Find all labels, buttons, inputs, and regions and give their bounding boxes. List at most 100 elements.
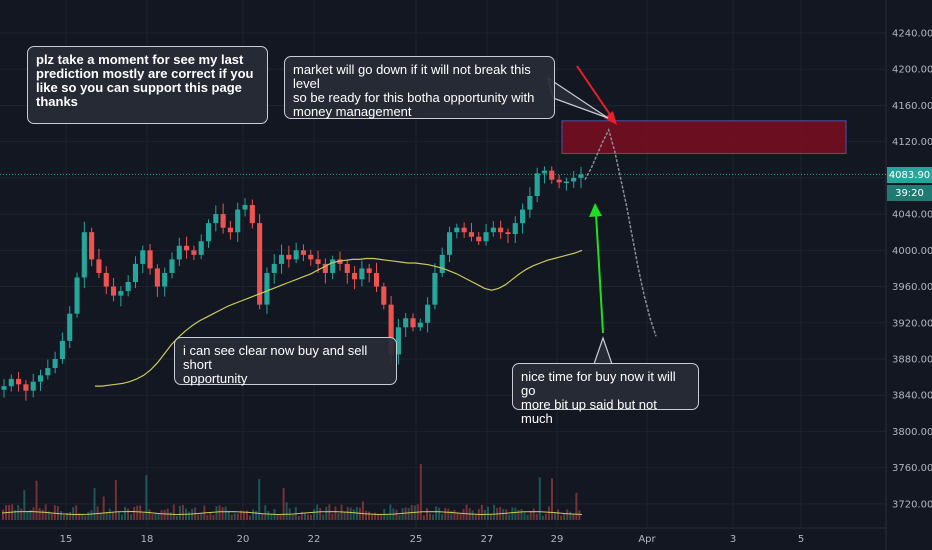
candle-body [205,223,212,242]
candle-body [30,381,36,391]
x-tick-label: 18 [141,534,154,545]
candle-body [23,384,29,391]
volume-bar [249,515,252,520]
annotation-buy-now-note[interactable]: nice time for buy now it will go more bi… [512,363,699,426]
x-tick-label: 22 [308,534,321,545]
volume-bar [154,513,157,520]
candle-body [293,250,299,260]
candle-body [563,181,569,184]
volume-bar [502,509,505,520]
volume-bar [453,509,456,520]
x-tick-label: 27 [481,534,494,545]
y-tick-label: 3800.00 [892,427,932,438]
candle-body [191,250,197,255]
volume-bar [209,512,212,520]
volume-bar [514,507,517,520]
volume-bar [233,513,236,520]
volume-bar [569,511,572,520]
projection-path [584,127,657,337]
volume-bar [215,506,218,520]
volume-bar [575,492,578,520]
volume-bar [322,514,325,520]
volume-bar [50,513,53,520]
candle-body [286,254,292,260]
volume-bar [130,514,133,520]
volume-bar [389,504,392,520]
candle-body [395,327,401,355]
volume-bar [169,512,172,520]
volume-bar [151,514,154,520]
candle-body [1,386,7,390]
volume-bar [352,509,355,520]
volume-bar [422,515,425,520]
volume-bar [429,513,431,520]
volume-bar [105,512,108,520]
volume-bar [285,502,288,520]
volume-bar [447,508,450,520]
volume-bar [541,515,544,520]
volume-bar [221,507,224,520]
candle-body [242,205,248,210]
candle-body [468,232,474,237]
volume-bar [508,514,511,520]
volume-bar [554,512,557,520]
volume-bar [471,510,474,520]
volume-bar [319,508,322,520]
candle-body [271,263,277,273]
x-tick-label: 20 [237,534,250,545]
annotation-support-note[interactable]: plz take a moment for see my last predic… [27,46,268,124]
candle-body [118,291,124,296]
candle-body [140,250,146,264]
volume-bar [35,480,38,520]
volume-bar [566,509,569,520]
volume-bar [145,475,148,520]
volume-bar [371,514,374,520]
candle-body [578,174,584,178]
volume-bar [148,509,151,520]
volume-bar [517,509,520,520]
volume-bar [90,510,93,520]
candle-body [147,250,153,269]
volume-bar [303,513,306,520]
candle-body [257,223,263,305]
volume-bar [337,513,340,520]
volume-bar [267,511,270,520]
candle-body [154,268,160,287]
candle-body [432,272,438,305]
candle-body [59,340,65,359]
volume-bar [178,505,181,520]
volume-bar [236,513,239,520]
candle-body [300,250,307,255]
candle-body [220,214,226,228]
candle-body [81,232,87,278]
y-tick-label: 4240.00 [892,29,932,40]
candle-body [403,318,409,328]
volume-bar [142,513,145,520]
candle-body [235,209,241,233]
volume-bar [84,515,87,520]
red-arrow-shaft [576,65,614,120]
volume-bar [551,478,553,520]
candle-body [67,313,73,341]
volume-bar [300,511,303,520]
candle-body [461,227,467,233]
volume-bar [346,506,349,520]
candle-body [74,277,80,314]
volume-bar [26,511,29,520]
candle-body [198,241,204,255]
volume-bar [535,513,538,520]
candle-body [490,227,496,233]
volume-bar [276,514,279,520]
annotation-buy-sell-note[interactable]: i can see clear now buy and sell short o… [174,337,397,386]
candle-body [176,245,182,260]
volume-bar [377,514,380,520]
volume-bar [252,509,255,520]
volume-bar [75,505,78,520]
volume-bar [23,490,26,520]
annotation-resistance-note[interactable]: market will go down if it will not break… [284,56,555,119]
volume-bar [572,514,575,520]
volume-bar [386,515,389,520]
candle-body [8,378,14,387]
volume-bar [136,505,139,520]
volume-bar [334,506,337,520]
